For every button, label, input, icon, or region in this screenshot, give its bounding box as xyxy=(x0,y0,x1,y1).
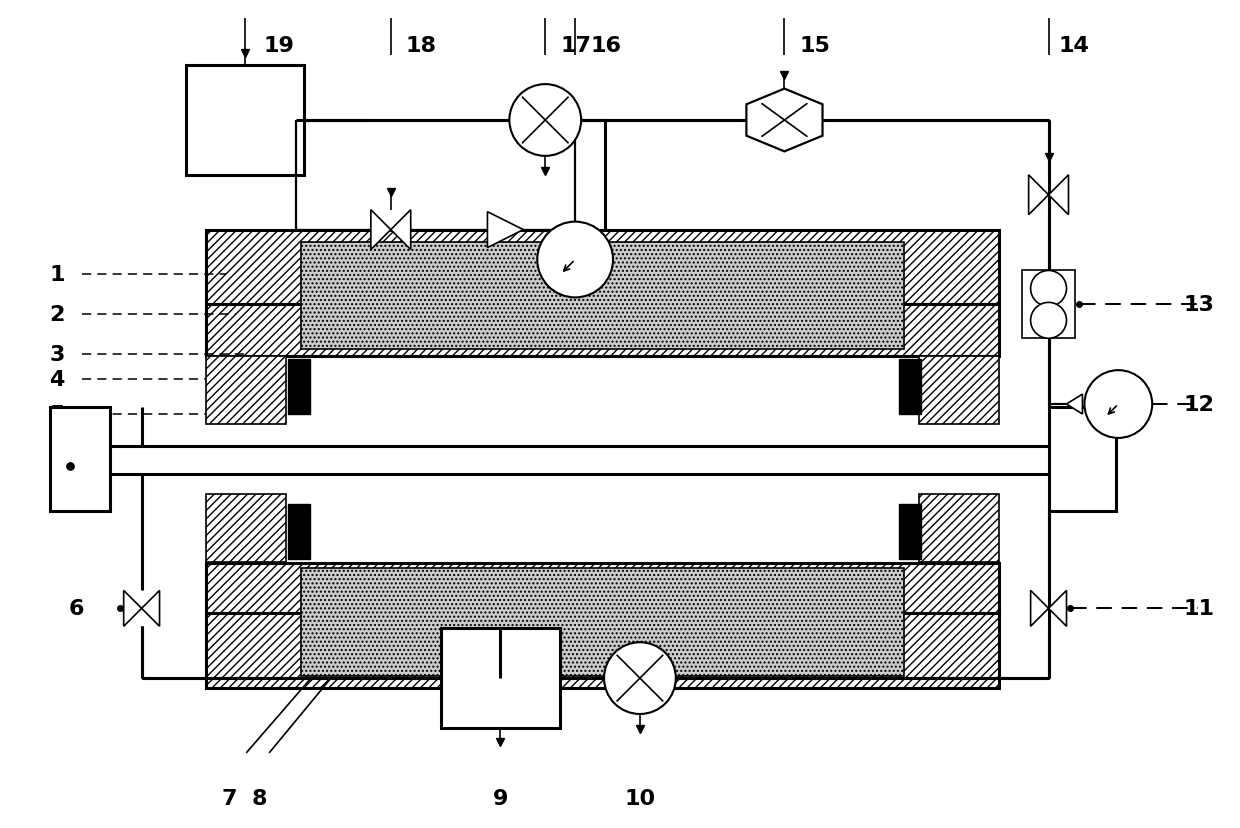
Text: 10: 10 xyxy=(625,787,656,808)
Polygon shape xyxy=(1049,176,1069,215)
Polygon shape xyxy=(1030,590,1049,627)
Polygon shape xyxy=(371,210,391,250)
Polygon shape xyxy=(746,89,822,152)
Text: 12: 12 xyxy=(1183,395,1214,415)
Text: 3: 3 xyxy=(50,344,64,365)
Bar xyxy=(288,359,310,415)
Text: 2: 2 xyxy=(50,305,64,325)
Circle shape xyxy=(1085,371,1152,438)
Bar xyxy=(288,504,310,559)
Bar xyxy=(50,407,109,511)
Circle shape xyxy=(510,85,582,156)
Bar xyxy=(206,494,286,562)
Text: 19: 19 xyxy=(263,36,294,56)
Text: 1: 1 xyxy=(50,265,64,285)
Text: 7: 7 xyxy=(222,787,237,808)
Bar xyxy=(301,243,904,349)
Circle shape xyxy=(1030,271,1066,307)
Text: 15: 15 xyxy=(800,36,831,56)
Bar xyxy=(301,569,904,676)
Text: 11: 11 xyxy=(1183,599,1214,619)
Text: 17: 17 xyxy=(560,36,591,56)
Bar xyxy=(62,446,1109,474)
Text: 5: 5 xyxy=(50,405,64,425)
Bar xyxy=(206,357,286,425)
Bar xyxy=(206,564,998,615)
Text: 6: 6 xyxy=(69,599,84,619)
Bar xyxy=(919,494,998,562)
Circle shape xyxy=(537,223,613,298)
Bar xyxy=(1022,271,1075,339)
Bar xyxy=(186,66,304,176)
Bar xyxy=(899,504,921,559)
Text: 4: 4 xyxy=(50,369,64,390)
Polygon shape xyxy=(1066,395,1083,415)
Polygon shape xyxy=(124,590,141,627)
Bar xyxy=(1049,407,1116,511)
Bar xyxy=(440,628,560,728)
Polygon shape xyxy=(1049,590,1066,627)
Bar xyxy=(206,614,998,688)
Bar xyxy=(206,305,998,357)
Circle shape xyxy=(604,643,676,714)
Text: 13: 13 xyxy=(1183,295,1214,315)
Text: 14: 14 xyxy=(1059,36,1090,56)
Bar xyxy=(899,359,921,415)
Polygon shape xyxy=(141,590,160,627)
Text: 16: 16 xyxy=(590,36,621,56)
Bar xyxy=(919,357,998,425)
Text: 9: 9 xyxy=(492,787,508,808)
Polygon shape xyxy=(1029,176,1049,215)
Text: 18: 18 xyxy=(405,36,436,56)
Circle shape xyxy=(1030,303,1066,339)
Bar xyxy=(206,230,998,305)
Polygon shape xyxy=(391,210,410,250)
Polygon shape xyxy=(487,213,523,248)
Text: 8: 8 xyxy=(252,787,267,808)
